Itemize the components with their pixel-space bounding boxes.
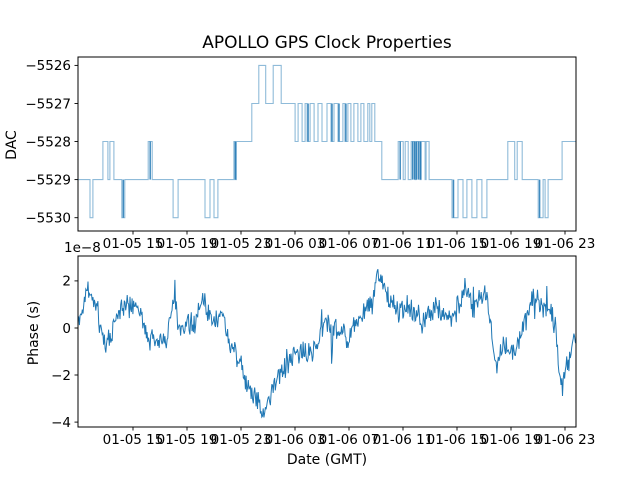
x-tick-label: 01-05 15 <box>103 432 164 448</box>
x-tick-label: 01-06 15 <box>427 236 488 252</box>
y-tick-label: −2 <box>51 368 71 384</box>
y-tick-label: 0 <box>62 321 71 337</box>
x-tick-label: 01-06 19 <box>481 432 542 448</box>
x-tick-label: 01-06 23 <box>535 432 596 448</box>
y-tick-label: −5529 <box>25 172 71 188</box>
x-axis-label: Date (GMT) <box>286 452 368 468</box>
x-tick-label: 01-06 19 <box>481 236 542 252</box>
x-tick-label: 01-06 23 <box>535 236 596 252</box>
phase-offset-text: 1e−8 <box>64 240 101 256</box>
y-tick-label: −5528 <box>25 134 71 150</box>
y-tick-label: −5527 <box>25 96 71 112</box>
dac-step-line <box>78 64 576 219</box>
x-tick-label: 01-06 03 <box>265 432 326 448</box>
x-tick-label: 01-05 19 <box>157 432 218 448</box>
x-tick-label: 01-06 11 <box>373 432 434 448</box>
x-tick-label: 01-06 03 <box>265 236 326 252</box>
y-tick-label: −4 <box>51 415 71 431</box>
figure-title: APOLLO GPS Clock Properties <box>202 33 452 53</box>
x-tick-label: 01-05 23 <box>211 236 272 252</box>
x-tick-label: 01-05 15 <box>103 236 164 252</box>
y-tick-label: −5526 <box>25 58 71 74</box>
phase-axes-frame <box>77 255 577 428</box>
x-tick-label: 01-06 07 <box>319 432 380 448</box>
x-tick-label: 01-05 19 <box>157 236 218 252</box>
x-tick-label: 01-06 07 <box>319 236 380 252</box>
x-tick-label: 01-06 11 <box>373 236 434 252</box>
dac-axes-frame <box>77 56 577 232</box>
x-tick-label: 01-05 23 <box>211 432 272 448</box>
y-tick-label: −5530 <box>25 211 71 227</box>
phase-noise-line <box>77 269 577 419</box>
y-tick-label: 2 <box>62 274 71 290</box>
x-tick-label: 01-06 15 <box>427 432 488 448</box>
